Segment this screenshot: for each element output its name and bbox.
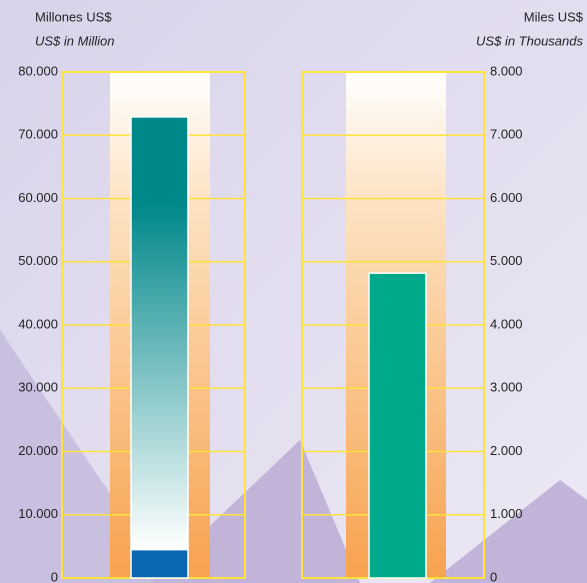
chart: Millones US$ US$ in Million 0 10.000 20.000 3… [0, 0, 587, 583]
y-tick-label: 50.000 [18, 253, 58, 268]
axis-unit: Millones US$ [35, 9, 112, 24]
y-tick-label: 30.000 [18, 380, 58, 395]
axis-unit-english: US$ in Million [35, 33, 114, 48]
y-tick-label: 2.000 [490, 443, 523, 458]
y-tick-label: 5.000 [490, 253, 523, 268]
y-tick-label: 40.000 [18, 316, 58, 331]
y-tick-label: 70.000 [18, 127, 58, 142]
bar [369, 273, 426, 578]
bar-segment [131, 550, 188, 578]
axis-unit: Miles US$ [524, 9, 584, 24]
axis-unit-english: US$ in Thousands [476, 33, 583, 48]
y-tick-label: 10.000 [18, 506, 58, 521]
y-tick-label: 0 [490, 569, 497, 583]
y-tick-label: 4.000 [490, 316, 523, 331]
y-tick-label: 3.000 [490, 380, 523, 395]
y-tick-label: 60.000 [18, 190, 58, 205]
y-tick-label: 20.000 [18, 443, 58, 458]
y-tick-label: 0 [51, 569, 58, 583]
y-tick-label: 8.000 [490, 63, 523, 78]
y-tick-label: 80.000 [18, 63, 58, 78]
y-tick-label: 7.000 [490, 127, 523, 142]
y-tick-label: 6.000 [490, 190, 523, 205]
y-tick-label: 1.000 [490, 506, 523, 521]
bar-segment [131, 117, 188, 550]
